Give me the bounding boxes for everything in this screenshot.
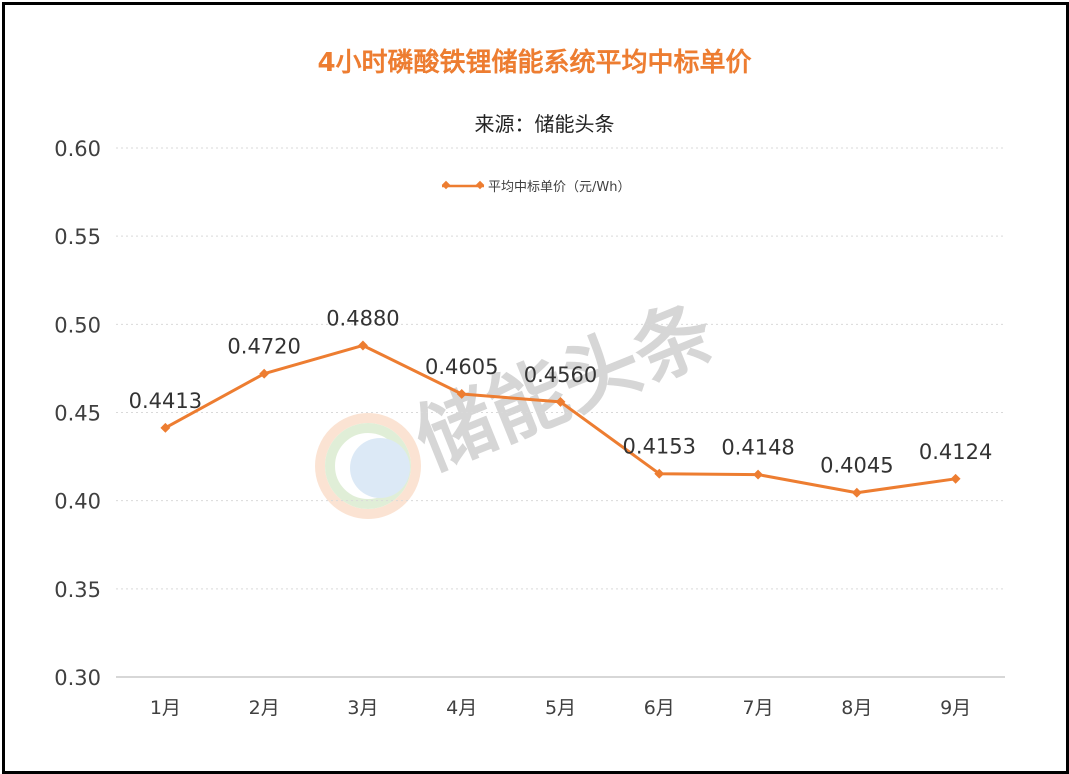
legend-label: 平均中标单价（元/Wh） [488,180,630,195]
chart-title: 4小时磷酸铁锂储能系统平均中标单价 [317,48,752,78]
y-tick-label: 0.45 [54,402,101,426]
series-points [160,340,961,498]
x-tick-label: 7月 [743,697,774,719]
data-label: 0.4045 [820,454,893,478]
gridlines [116,147,1005,678]
data-label: 0.4880 [326,306,399,330]
data-label: 0.4124 [919,440,992,464]
legend: 平均中标单价（元/Wh） [441,180,630,195]
x-axis-ticks: 1月 2月 3月 4月 5月 6月 7月 8月 9月 [150,697,971,719]
data-point [357,340,368,351]
y-tick-label: 0.40 [54,490,101,514]
data-label: 0.4148 [721,436,794,460]
x-tick-label: 8月 [841,697,872,719]
data-point [950,473,961,484]
data-labels: 0.4413 0.4720 0.4880 0.4605 0.4560 0.4153 0.41… [129,306,993,477]
data-label: 0.4153 [623,435,696,459]
x-tick-label: 5月 [545,697,576,719]
data-point [456,389,467,399]
data-point [160,422,171,433]
x-tick-label: 9月 [940,697,971,719]
data-label: 0.4413 [129,389,202,413]
y-tick-label: 0.35 [54,578,101,602]
y-tick-label: 0.50 [54,313,101,337]
chart-subtitle: 来源：储能头条 [474,112,615,136]
y-tick-label: 0.30 [54,666,101,690]
data-point [555,396,566,407]
ring-logo-icon [315,413,421,519]
legend-marker-left [441,180,451,190]
legend-marker-right [475,180,485,190]
data-point [259,368,270,379]
x-tick-label: 2月 [249,697,280,719]
y-tick-label: 0.55 [54,225,101,249]
x-tick-label: 3月 [347,697,378,719]
data-point [753,469,764,480]
y-tick-label: 0.60 [54,137,101,161]
y-axis-ticks: 0.30 0.35 0.40 0.45 0.50 0.55 0.60 [54,137,101,690]
data-point [851,487,862,498]
data-label: 0.4605 [425,355,498,379]
data-point [654,468,665,479]
x-tick-label: 6月 [644,697,675,719]
x-tick-label: 4月 [446,697,477,719]
data-label: 0.4720 [227,335,300,359]
x-tick-label: 1月 [150,697,181,719]
data-label: 0.4560 [524,363,597,387]
